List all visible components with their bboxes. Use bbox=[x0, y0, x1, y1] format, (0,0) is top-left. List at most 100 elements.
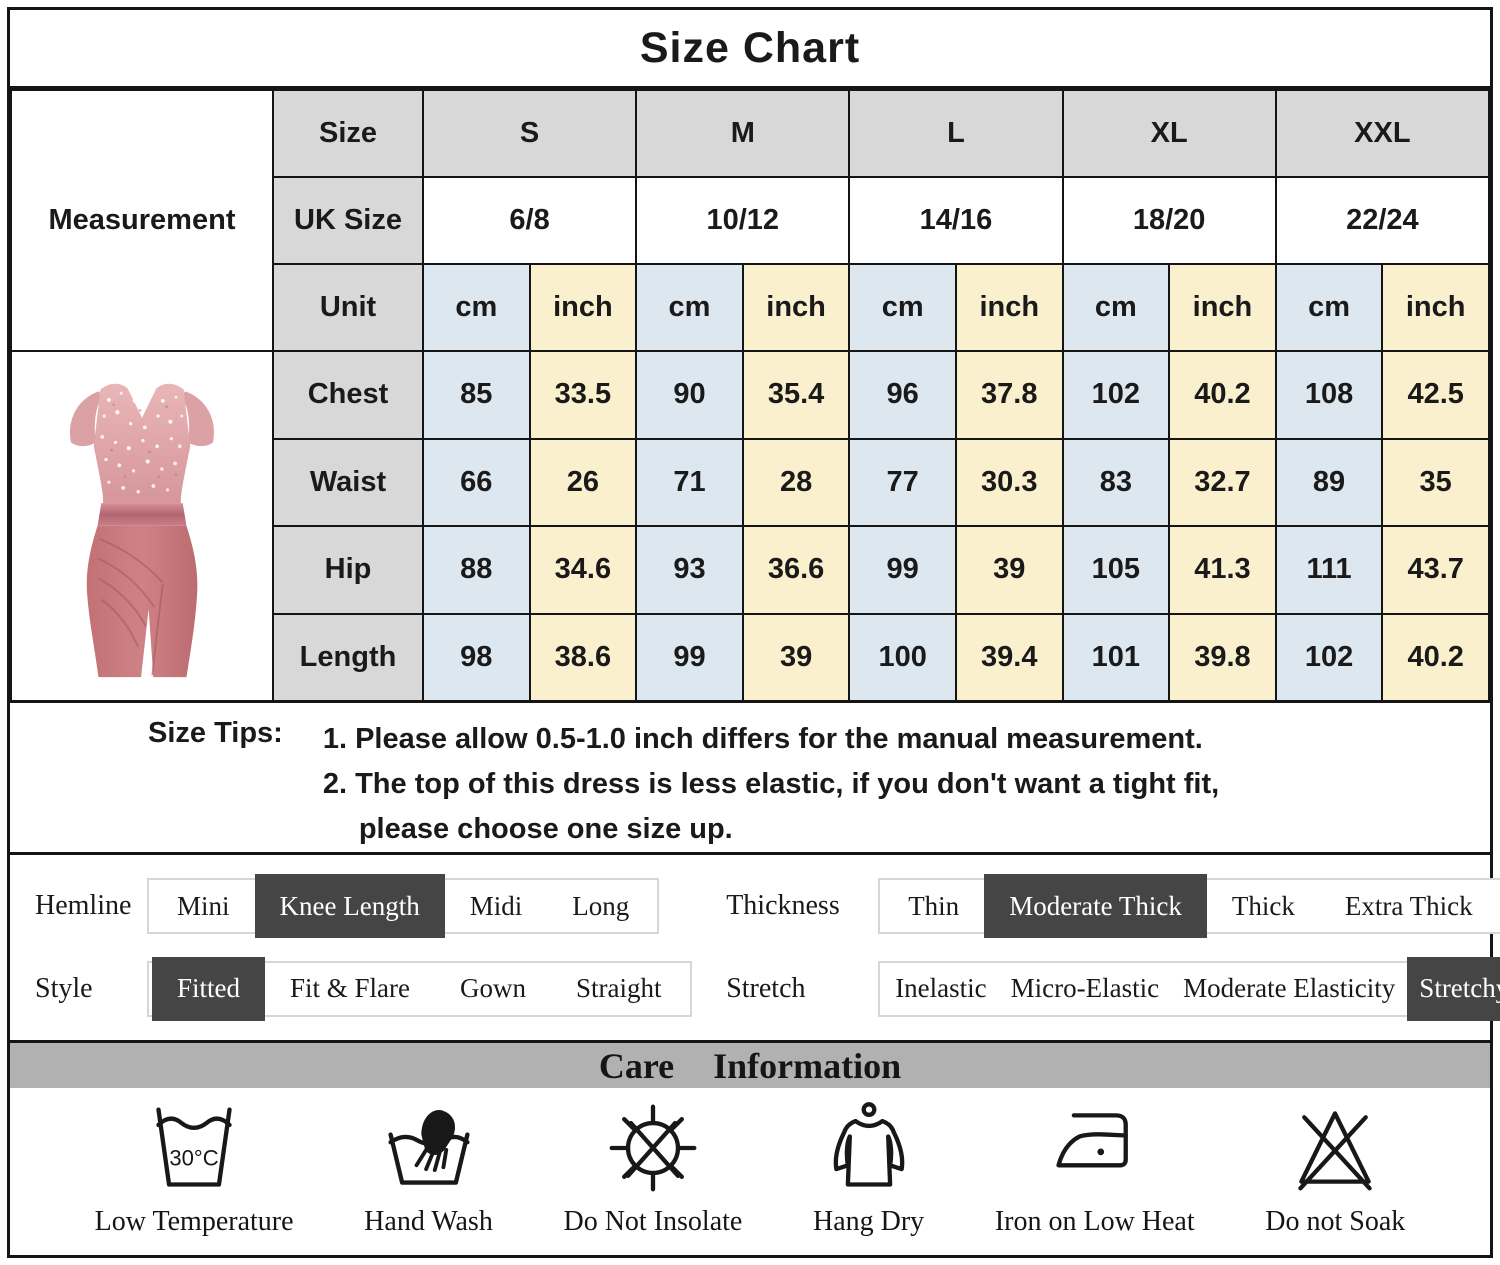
table-cell: 35 bbox=[1381, 437, 1490, 527]
size-row: Measurement Size S M L XL XXL bbox=[10, 89, 1491, 352]
size-tips-section: Size Tips: 1. Please allow 0.5-1.0 inch … bbox=[10, 702, 1490, 852]
table-cell: 90 bbox=[635, 350, 744, 440]
care-label: Low Temperature bbox=[94, 1205, 294, 1237]
size-tips-label: Size Tips: bbox=[148, 717, 283, 749]
size-table: Measurement Size S M L XL XXL UK Size 6/… bbox=[10, 89, 1491, 702]
size-header: XL bbox=[1061, 89, 1277, 178]
care-item-hang-dry: Hang Dry bbox=[813, 1100, 924, 1238]
table-cell: 98 bbox=[422, 612, 531, 702]
unit-cell: inch bbox=[528, 263, 638, 352]
table-cell: 71 bbox=[635, 437, 744, 527]
care-label: Do not Soak bbox=[1265, 1205, 1406, 1237]
table-cell: 37.8 bbox=[954, 350, 1064, 440]
title-section: Size Chart bbox=[10, 10, 1490, 89]
style-row: Style Fitted Fit & Flare Gown Straight bbox=[10, 948, 698, 1031]
table-cell: 36.6 bbox=[741, 525, 851, 615]
table-cell: 105 bbox=[1061, 525, 1171, 615]
unit-cell: inch bbox=[741, 263, 851, 352]
stretch-options: Inelastic Micro-Elastic Moderate Elastic… bbox=[878, 956, 1500, 1021]
size-tip-line-3: please choose one size up. bbox=[358, 812, 733, 845]
care-item-low-temperature: 30°C Low Temperature bbox=[95, 1100, 294, 1238]
care-item-do-not-insolate: Do Not Insolate bbox=[563, 1100, 742, 1238]
stretch-label: Stretch bbox=[726, 972, 806, 1004]
option-micro-elastic: Micro-Elastic bbox=[1010, 973, 1160, 1004]
option-knee-length-selected: Knee Length bbox=[254, 874, 445, 939]
hemline-label: Hemline bbox=[35, 890, 132, 922]
row-label-waist: Waist bbox=[272, 437, 424, 527]
table-cell: 26 bbox=[528, 437, 638, 527]
style-options: Fitted Fit & Flare Gown Straight bbox=[147, 956, 692, 1021]
care-item-hand-wash: Hand Wash bbox=[364, 1100, 493, 1238]
table-cell: 96 bbox=[848, 350, 957, 440]
thickness-options: Thin Moderate Thick Thick Extra Thick bbox=[878, 874, 1500, 939]
care-label: Do Not Insolate bbox=[563, 1205, 743, 1237]
unit-cell: cm bbox=[1061, 263, 1171, 352]
table-cell: 34.6 bbox=[528, 525, 638, 615]
row-label-length: Length bbox=[272, 612, 424, 702]
option-moderate-elasticity: Moderate Elasticity bbox=[1183, 973, 1396, 1004]
uk-size-cell: 18/20 bbox=[1061, 176, 1277, 265]
option-thin: Thin bbox=[908, 890, 960, 921]
table-cell: 66 bbox=[422, 437, 531, 527]
care-items: 30°C Low Temperature bbox=[10, 1088, 1490, 1255]
table-cell: 93 bbox=[635, 525, 744, 615]
unit-cell: cm bbox=[635, 263, 744, 352]
outer-frame: Size Chart Measurement Size S M L XL XXL… bbox=[7, 7, 1500, 1258]
chest-row: Chest 85 33.5 90 35.4 96 37.8 102 40.2 1… bbox=[10, 350, 1490, 702]
table-cell: 111 bbox=[1274, 525, 1384, 615]
size-header: S bbox=[421, 89, 638, 178]
option-fit-flare: Fit & Flare bbox=[290, 973, 411, 1004]
table-cell: 39.8 bbox=[1168, 612, 1277, 702]
stretch-row: Stretch Inelastic Micro-Elastic Moderate… bbox=[698, 948, 1500, 1031]
table-cell: 40.2 bbox=[1168, 350, 1277, 440]
unit-row: Unit cm inch cm inch cm inch cm inch cm … bbox=[11, 263, 1490, 352]
size-tips-text: 1. Please allow 0.5-1.0 inch differs for… bbox=[323, 717, 1219, 852]
thickness-row: Thickness Thin Moderate Thick Thick Extr… bbox=[698, 865, 1500, 948]
size-header: XXL bbox=[1274, 89, 1491, 178]
table-cell: 89 bbox=[1274, 437, 1384, 527]
table-cell: 99 bbox=[848, 525, 957, 615]
table-cell: 99 bbox=[635, 612, 744, 702]
uk-size-cell: 22/24 bbox=[1274, 176, 1491, 265]
care-label: Iron on Low Heat bbox=[994, 1205, 1195, 1237]
style-label: Style bbox=[35, 972, 93, 1004]
waist-row: Waist 66 26 71 28 77 30.3 83 32.7 89 35 bbox=[11, 437, 1490, 527]
uk-size-row: UK Size 6/8 10/12 14/16 18/20 22/24 bbox=[11, 176, 1491, 265]
length-row: Length 98 38.6 99 39 100 39.4 101 39.8 1… bbox=[11, 612, 1490, 702]
table-cell: 33.5 bbox=[528, 350, 638, 440]
uk-size-cell: 14/16 bbox=[848, 176, 1064, 265]
row-label-unit: Unit bbox=[272, 263, 424, 352]
table-cell: 28 bbox=[741, 437, 851, 527]
table-cell: 32.7 bbox=[1168, 437, 1277, 527]
unit-cell: inch bbox=[954, 263, 1064, 352]
size-header: M bbox=[635, 89, 851, 178]
page-title: Size Chart bbox=[639, 23, 861, 72]
hemline-row: Hemline Mini Knee Length Midi Long bbox=[10, 865, 698, 948]
table-cell: 39 bbox=[741, 612, 851, 702]
table-cell: 108 bbox=[1274, 350, 1384, 440]
table-cell: 39 bbox=[954, 525, 1064, 615]
hip-row: Hip 88 34.6 93 36.6 99 39 105 41.3 111 4… bbox=[11, 525, 1490, 615]
table-cell: 35.4 bbox=[741, 350, 851, 440]
unit-cell: cm bbox=[848, 263, 957, 352]
option-inelastic: Inelastic bbox=[895, 973, 987, 1004]
unit-cell: inch bbox=[1168, 263, 1277, 352]
hand-wash-icon bbox=[381, 1100, 477, 1196]
wash-temp-text: 30°C bbox=[169, 1145, 218, 1170]
do-not-insolate-icon bbox=[605, 1100, 701, 1196]
care-item-do-not-soak: Do not Soak bbox=[1265, 1100, 1405, 1238]
unit-cell: cm bbox=[422, 263, 531, 352]
uk-size-cell: 10/12 bbox=[635, 176, 851, 265]
table-cell: 102 bbox=[1061, 350, 1171, 440]
table-cell: 83 bbox=[1061, 437, 1171, 527]
option-thick: Thick bbox=[1231, 890, 1295, 921]
care-label: Hand Wash bbox=[364, 1205, 493, 1237]
measurement-label: Measurement bbox=[10, 89, 274, 352]
size-header: L bbox=[848, 89, 1064, 178]
size-tip-line-1: 1. Please allow 0.5-1.0 inch differs for… bbox=[322, 723, 1203, 755]
table-cell: 39.4 bbox=[954, 612, 1064, 702]
option-mini: Mini bbox=[177, 890, 230, 921]
table-cell: 85 bbox=[422, 350, 531, 440]
row-label-size: Size bbox=[272, 89, 424, 178]
option-stretchy-selected: Stretchy bbox=[1407, 956, 1500, 1021]
